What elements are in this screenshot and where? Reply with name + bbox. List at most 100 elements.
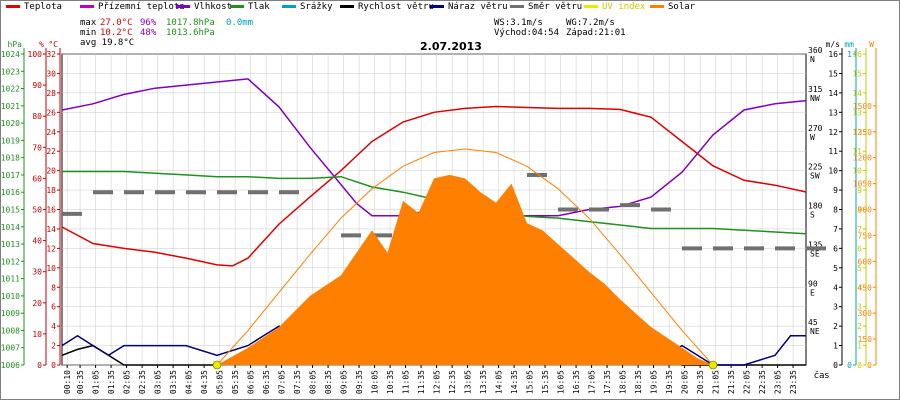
- axis-tick-label-wind_speed: 0: [833, 361, 838, 370]
- stat-sunset: Západ:21:01: [566, 28, 626, 38]
- x-tick-label: 02:35: [138, 370, 147, 394]
- series-uv-index-marker: [212, 360, 222, 370]
- axis-tick-label-wind_speed: 5: [833, 264, 838, 273]
- axis-tick-label-pressure: 1021: [1, 102, 20, 111]
- axis-tick-label-uv: 0: [857, 361, 862, 370]
- x-tick-label: 16:05: [557, 370, 566, 394]
- axis-tick-label-uv: 12: [852, 128, 862, 137]
- axis-tick-label-pressure: 1023: [1, 67, 20, 76]
- x-tick-label: 20:35: [696, 370, 705, 394]
- wind-dir-compass-label: S: [810, 211, 815, 220]
- x-tick-label: 03:05: [154, 370, 163, 394]
- x-tick-label: 00:10: [63, 370, 72, 394]
- stat-min-pressure: 1013.6hPa: [166, 28, 215, 38]
- axis-tick-label-temperature: 10: [46, 264, 56, 273]
- axis-tick-label-pressure: 1018: [1, 154, 20, 163]
- axis-unit-humidity: %: [39, 40, 44, 49]
- axis-tick-label-uv: 14: [852, 89, 862, 98]
- wind-dir-degree-label: 135: [808, 240, 823, 249]
- axis-tick-label-wind_speed: 11: [828, 147, 838, 156]
- series-uv-index-marker: [708, 360, 718, 370]
- axis-tick-label-humidity: 70: [32, 143, 42, 152]
- axis-tick-label-temperature: 22: [46, 147, 56, 156]
- axis-tick-label-solar: 750: [858, 231, 873, 240]
- axis-tick-label-solar: 1350: [853, 128, 872, 137]
- x-tick-label: 20:05: [681, 370, 690, 394]
- x-tick-label: 10:05: [371, 370, 380, 394]
- legend-item-wind-direction: Směr větru: [510, 2, 582, 12]
- axis-tick-label-temperature: 16: [46, 206, 56, 215]
- x-tick-label: 15:35: [541, 370, 550, 394]
- axis-tick-label-humidity: 80: [32, 112, 42, 121]
- axis-tick-label-wind_speed: 13: [828, 108, 838, 117]
- legend-item-rain: Srážky: [282, 2, 333, 12]
- x-tick-label: 18:35: [634, 370, 643, 394]
- x-tick-label: 03:35: [169, 370, 178, 394]
- axis-tick-label-solar: 1050: [853, 180, 872, 189]
- x-tick-label: 08:05: [309, 370, 318, 394]
- axis-tick-label-uv: 9: [857, 186, 862, 195]
- x-tick-label: 13:35: [479, 370, 488, 394]
- stat-min-label: min: [80, 28, 97, 38]
- x-tick-label: 18:05: [619, 370, 628, 394]
- axis-tick-label-temperature: 12: [46, 244, 56, 253]
- x-tick-label: 17:05: [588, 370, 597, 394]
- axis-tick-label-solar: 1200: [853, 154, 872, 163]
- axis-tick-label-solar: 150: [858, 335, 873, 344]
- stat-min-temp: 10.2°C: [100, 28, 133, 38]
- axis-tick-label-temperature: 32: [46, 50, 56, 59]
- wind-dir-compass-label: NE: [810, 327, 820, 336]
- axis-tick-label-humidity: 60: [32, 174, 42, 183]
- axis-tick-label-temperature: 0: [51, 361, 56, 370]
- axis-tick-label-pressure: 1016: [1, 188, 20, 197]
- axis-tick-label-pressure: 1020: [1, 119, 20, 128]
- axis-tick-label-humidity: 100: [28, 50, 43, 59]
- axis-tick-label-humidity: 10: [32, 330, 42, 339]
- legend-item-solar: Solar: [650, 2, 695, 12]
- axis-tick-label-uv: 2: [857, 322, 862, 331]
- stat-max-rain: 0.0mm: [226, 18, 254, 28]
- axis-tick-label-pressure: 1017: [1, 171, 20, 180]
- legend-item-wind-gust: Náraz větru: [430, 2, 508, 12]
- axis-tick-label-wind_speed: 9: [833, 186, 838, 195]
- axis-tick-label-pressure: 1013: [1, 240, 20, 249]
- legend-item-wind-speed: Rychlost větru: [340, 2, 434, 12]
- axis-unit-wind_speed: m/s: [826, 40, 841, 49]
- x-tick-label: 13:05: [464, 370, 473, 394]
- wind-dir-compass-label: NW: [810, 94, 820, 103]
- axis-tick-label-humidity: 90: [32, 81, 42, 90]
- stat-wind-gust: WG:7.2m/s: [566, 18, 615, 28]
- x-tick-label: 19:35: [665, 370, 674, 394]
- legend: Teplota Přízemní teplota Vlhkost Tlak Sr…: [0, 0, 898, 16]
- wind-dir-compass-label: SE: [810, 249, 820, 258]
- x-tick-label: 12:35: [448, 370, 457, 394]
- x-tick-label: 01:05: [92, 370, 101, 394]
- x-tick-label: 04:35: [200, 370, 209, 394]
- axis-tick-label-uv: 11: [852, 147, 862, 156]
- axis-tick-label-solar: 450: [858, 283, 873, 292]
- axis-tick-label-wind_speed: 8: [833, 206, 838, 215]
- x-tick-label: 07:35: [293, 370, 302, 394]
- axis-tick-label-pressure: 1014: [1, 223, 20, 232]
- axis-tick-label-humidity: 50: [32, 206, 42, 215]
- axis-tick-label-pressure: 1009: [1, 309, 20, 318]
- axis-tick-label-uv: 4: [857, 283, 862, 292]
- axis-tick-label-uv: 3: [857, 303, 862, 312]
- x-tick-label: 09:35: [355, 370, 364, 394]
- axis-tick-label-uv: 7: [857, 225, 862, 234]
- axis-tick-label-humidity: 0: [37, 361, 42, 370]
- axis-tick-label-temperature: 24: [46, 128, 56, 137]
- x-tick-label: 22:35: [758, 370, 767, 394]
- x-tick-label: 15:05: [526, 370, 535, 394]
- axis-tick-label-uv: 15: [852, 69, 862, 78]
- axis-tick-label-solar: 0: [867, 361, 872, 370]
- axis-tick-label-temperature: 8: [51, 283, 56, 292]
- legend-item-humidity: Vlhkost: [176, 2, 232, 12]
- legend-item-ground-temperature: Přízemní teplota: [80, 2, 185, 12]
- x-tick-label: 17:35: [603, 370, 612, 394]
- series-vlhkost-line: [61, 78, 807, 217]
- axis-tick-label-temperature: 30: [46, 69, 56, 78]
- axis-tick-label-wind_speed: 16: [828, 50, 838, 59]
- axis-tick-label-temperature: 14: [46, 225, 56, 234]
- wind-dir-compass-label: E: [810, 288, 815, 297]
